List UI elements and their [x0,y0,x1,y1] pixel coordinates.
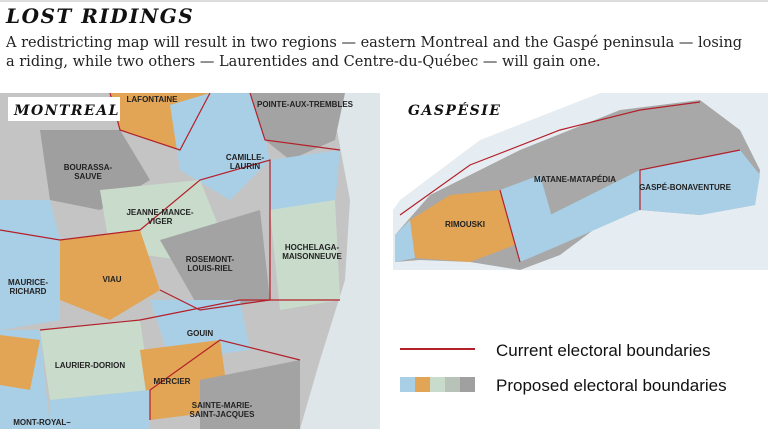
riding-label: VIAU [102,275,121,284]
legend-label: Proposed electoral boundaries [496,376,727,395]
riding-label-line: JEANNE-MANCE- [126,208,193,217]
riding-label-line: RICHARD [10,287,47,296]
riding-label-line: MATANE-MATAPÉDIA [534,175,616,184]
riding-label-line: LOUIS-RIEL [187,264,232,273]
legend-label: Current electoral boundaries [496,341,711,360]
riding-label-line: LAFONTAINE [127,95,179,104]
riding-label-line: HOCHELAGA- [285,243,340,252]
riding-label-line: LAURIER-DORION [55,361,125,370]
riding-label-line: MAISONNEUVE [282,252,342,261]
riding-label-line: VIGER [148,217,173,226]
riding-label-line: GASPÉ-BONAVENTURE [639,183,732,192]
riding-label: CAMILLE-LAURIN [226,153,265,171]
legend-swatch [445,377,460,392]
riding-label-line: MAURICE- [8,278,48,287]
riding-label: POINTE-AUX-TREMBLES [257,100,354,109]
riding-label: MONT-ROYAL– [13,418,71,427]
riding-label-line: SAINT-JACQUES [190,410,256,419]
riding-label-line: ROSEMONT- [186,255,235,264]
riding-label-line: SAUVE [74,172,102,181]
riding-label: HOCHELAGA-MAISONNEUVE [282,243,342,261]
riding-label-line: SAINTE-MARIE- [192,401,253,410]
legend-swatch [430,377,445,392]
montreal-map [0,93,380,429]
title: LOST RIDINGS [6,4,195,28]
riding-label: GOUIN [187,329,213,338]
riding-label-line: LAURIN [230,162,260,171]
riding-label: LAURIER-DORION [55,361,125,370]
riding-label-line: POINTE-AUX-TREMBLES [257,100,354,109]
riding-label: JEANNE-MANCE-VIGER [126,208,193,226]
riding-label-line: CAMILLE- [226,153,265,162]
map-label: GASPÉSIE [408,101,501,119]
riding-label: BOURASSA-SAUVE [64,163,113,181]
map-label: MONTREAL [13,103,120,119]
legend-swatch [460,377,475,392]
subtitle: A redistricting map will result in two r… [6,35,743,70]
riding-label-line: BOURASSA- [64,163,113,172]
riding-label-line: VIAU [102,275,121,284]
riding-label: LAFONTAINE [127,95,179,104]
riding-label: RIMOUSKI [445,220,485,229]
legend-swatch [415,377,430,392]
riding-label-line: GOUIN [187,329,213,338]
riding-label-line: MONT-ROYAL– [13,418,71,427]
gaspesie-map [393,93,768,270]
riding-label-line: RIMOUSKI [445,220,485,229]
riding-label: ROSEMONT-LOUIS-RIEL [186,255,235,273]
riding-label: MATANE-MATAPÉDIA [534,175,616,184]
riding-label: SAINTE-MARIE-SAINT-JACQUES [190,401,256,419]
riding-label: GASPÉ-BONAVENTURE [639,183,732,192]
riding-label: MERCIER [154,377,191,386]
riding-label-line: MERCIER [154,377,191,386]
legend-swatch [400,377,415,392]
riding-label: MAURICE-RICHARD [8,278,48,296]
